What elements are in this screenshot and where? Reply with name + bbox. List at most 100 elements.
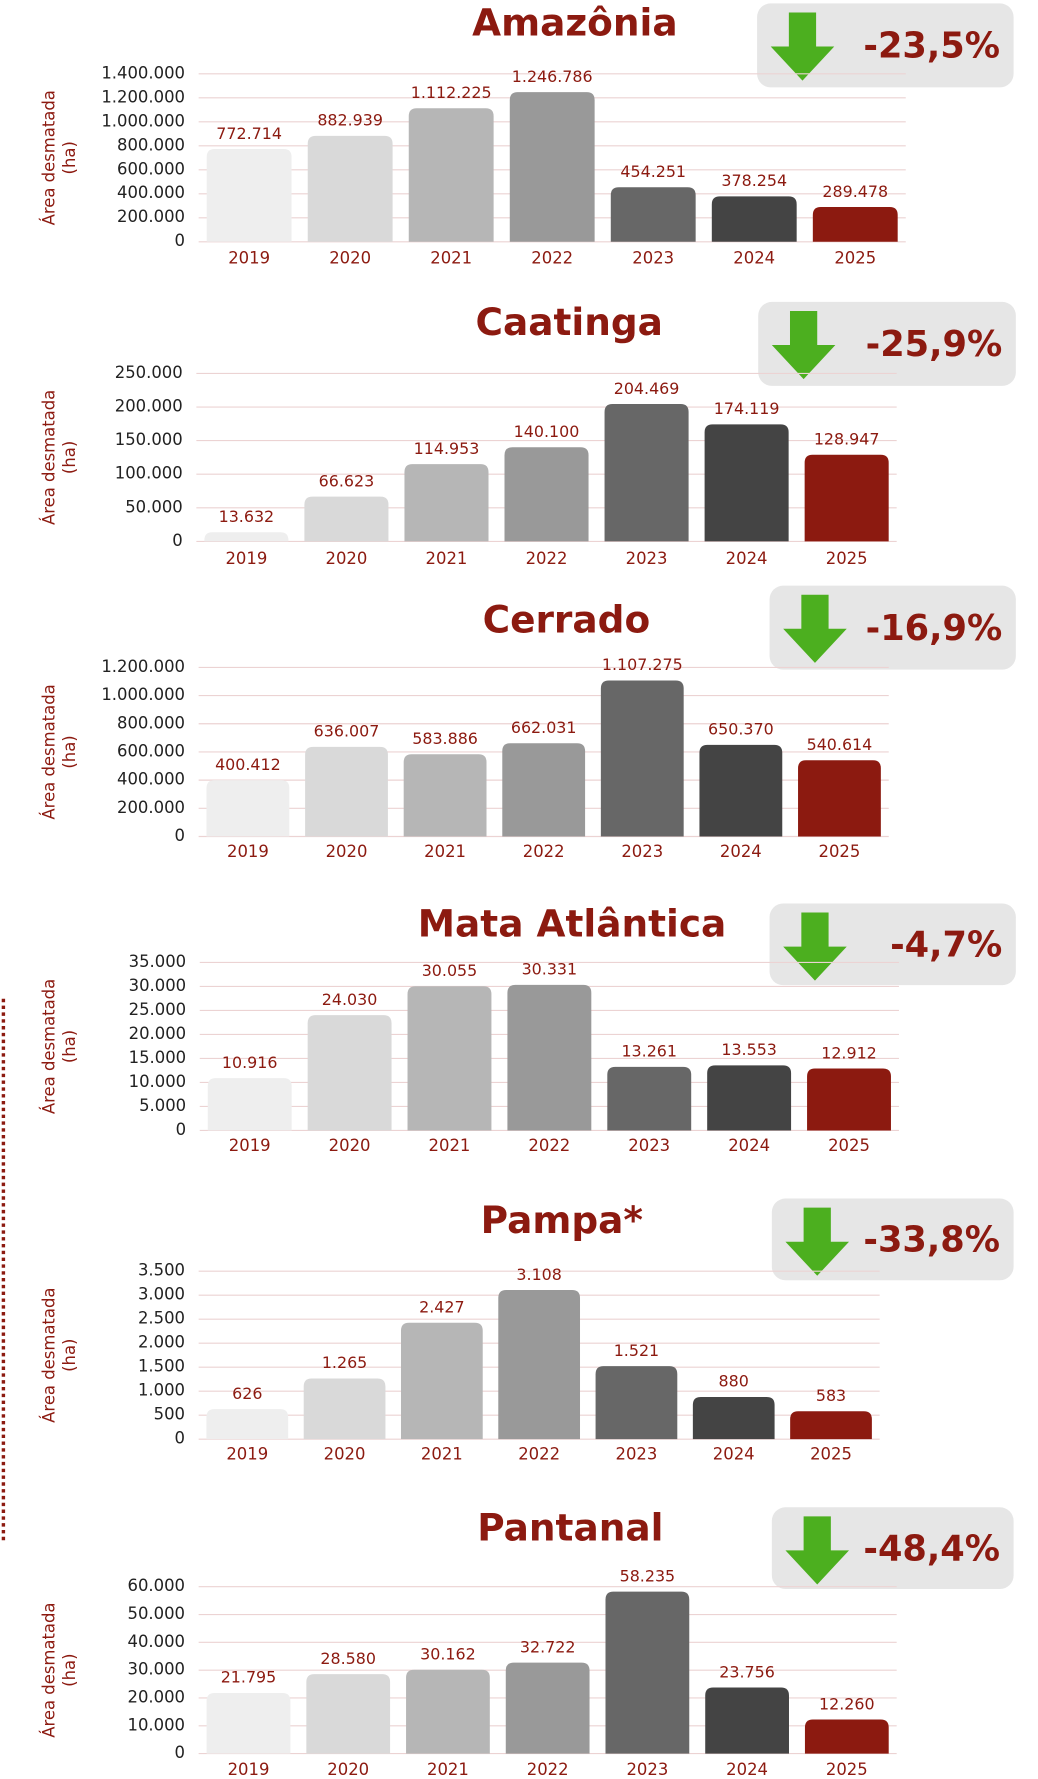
y-tick-label: 400.000 <box>117 770 185 789</box>
value-label: 30.055 <box>422 961 478 980</box>
y-axis-label: Área desmatada(ha) <box>39 1288 78 1423</box>
x-tick-label: 2022 <box>523 842 565 861</box>
value-label: 30.162 <box>420 1644 476 1663</box>
chart-title: Caatinga <box>475 300 662 344</box>
x-tick-label: 2019 <box>229 1136 271 1155</box>
bar <box>812 207 898 242</box>
chart-panel: Cerrado -16,9% Área desmatada(ha) 0 200.000 4… <box>39 585 1016 861</box>
bar <box>306 1674 391 1754</box>
x-tick-label: 2021 <box>430 248 472 267</box>
bar <box>498 1290 581 1440</box>
bar <box>407 986 492 1131</box>
bar <box>604 404 689 542</box>
y-axis-label-line: Área desmatada <box>39 979 58 1114</box>
bar <box>502 743 586 837</box>
bar <box>307 135 393 242</box>
value-label: 10.916 <box>222 1053 278 1072</box>
value-label: 128.947 <box>814 430 880 449</box>
bar <box>505 1662 590 1754</box>
y-tick-label: 200.000 <box>117 207 185 226</box>
value-label: 23.756 <box>719 1662 775 1681</box>
y-tick-label: 3.000 <box>138 1285 185 1304</box>
value-label: 58.235 <box>620 1566 676 1585</box>
x-tick-label: 2021 <box>426 549 468 568</box>
value-label: 583.886 <box>412 729 478 748</box>
value-label: 21.795 <box>221 1668 277 1687</box>
bar <box>804 454 889 542</box>
y-tick-label: 0 <box>175 1743 185 1762</box>
y-tick-label: 20.000 <box>129 1024 187 1043</box>
value-label: 540.614 <box>807 735 873 754</box>
y-tick-label: 0 <box>175 826 185 845</box>
y-axis-label: Área desmatada(ha) <box>39 390 78 525</box>
bar <box>207 1078 292 1131</box>
x-tick-label: 2020 <box>324 1445 366 1464</box>
bar <box>307 1015 392 1131</box>
x-tick-label: 2019 <box>228 248 270 267</box>
y-axis-label: Área desmatada(ha) <box>39 684 78 819</box>
y-axis-label-line: (ha) <box>60 1030 79 1063</box>
value-label: 24.030 <box>322 990 378 1009</box>
chart-panel: Pampa* -33,8% Área desmatada(ha) 0 500 1.000 1… <box>39 1198 1014 1464</box>
y-tick-label: 50.000 <box>127 1604 185 1623</box>
x-tick-label: 2022 <box>518 1445 560 1464</box>
y-tick-label: 1.000.000 <box>101 685 185 704</box>
y-tick-label: 2.500 <box>138 1309 185 1328</box>
bar <box>206 1692 291 1754</box>
x-tick-label: 2024 <box>713 1445 755 1464</box>
x-tick-label: 2024 <box>726 549 768 568</box>
value-label: 636.007 <box>314 722 380 741</box>
chart-panel: Amazônia -23,5% Área desmatada(ha) 0 200.000… <box>39 0 1014 267</box>
value-label: 662.031 <box>511 718 577 737</box>
x-tick-label: 2020 <box>327 1760 369 1779</box>
y-tick-label: 20.000 <box>127 1687 185 1706</box>
down-arrow-icon <box>783 594 847 663</box>
down-arrow-icon <box>783 912 847 981</box>
value-label: 12.260 <box>819 1694 875 1713</box>
bar <box>704 424 789 542</box>
y-tick-label: 500 <box>154 1405 185 1424</box>
change-badge: -33,8% <box>863 1220 1000 1261</box>
value-label: 1.107.275 <box>602 655 683 674</box>
value-label: 3.108 <box>516 1265 561 1284</box>
x-tick-label: 2025 <box>826 549 868 568</box>
bar <box>404 464 489 542</box>
value-label: 204.469 <box>614 379 680 398</box>
value-label: 140.100 <box>514 422 580 441</box>
x-tick-label: 2021 <box>421 1445 463 1464</box>
value-label: 13.261 <box>621 1042 677 1061</box>
y-tick-label: 600.000 <box>117 159 185 178</box>
y-axis-label-line: (ha) <box>60 441 79 474</box>
y-tick-label: 200.000 <box>117 798 185 817</box>
y-tick-label: 150.000 <box>115 430 183 449</box>
y-tick-label: 100.000 <box>115 464 183 483</box>
bar <box>707 1065 792 1131</box>
badge-background <box>769 903 1016 986</box>
y-tick-label: 40.000 <box>127 1632 185 1651</box>
y-axis-label-line: (ha) <box>60 1653 79 1686</box>
badge-background <box>771 1198 1014 1281</box>
x-tick-label: 2025 <box>834 248 876 267</box>
value-label: 626 <box>232 1384 262 1403</box>
y-tick-label: 15.000 <box>129 1048 187 1067</box>
x-tick-label: 2023 <box>628 1136 670 1155</box>
y-axis-label-line: (ha) <box>60 735 79 768</box>
value-label: 2.427 <box>419 1297 464 1316</box>
x-tick-label: 2020 <box>329 1136 371 1155</box>
y-tick-label: 250.000 <box>115 363 183 382</box>
chart-title: Mata Atlântica <box>418 902 727 946</box>
bar <box>807 1068 891 1131</box>
x-tick-label: 2023 <box>626 1760 668 1779</box>
change-badge: -4,7% <box>890 925 1002 966</box>
y-axis-label-line: Área desmatada <box>39 1603 58 1738</box>
y-tick-label: 60.000 <box>127 1576 185 1595</box>
value-label: 1.521 <box>614 1341 659 1360</box>
x-tick-label: 2022 <box>531 248 573 267</box>
y-tick-label: 1.500 <box>138 1357 185 1376</box>
value-label: 583 <box>816 1386 846 1405</box>
y-tick-label: 1.400.000 <box>101 63 185 82</box>
x-tick-label: 2019 <box>227 842 269 861</box>
value-label: 12.912 <box>821 1043 877 1062</box>
value-label: 289.478 <box>822 182 888 201</box>
